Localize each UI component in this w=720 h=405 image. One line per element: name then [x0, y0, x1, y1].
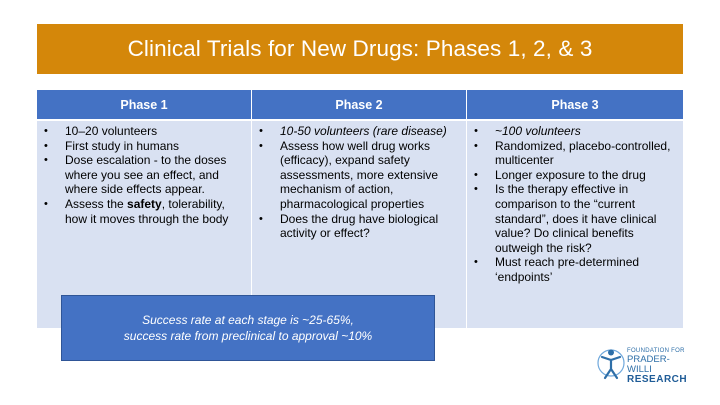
phase-1-header: Phase 1	[37, 90, 252, 119]
success-rate-callout: Success rate at each stage is ~25-65%, s…	[61, 295, 435, 361]
safety-emphasis: safety	[127, 196, 162, 211]
logo-text: FOUNDATION FOR PRADER-WILLI RESEARCH	[627, 348, 688, 385]
callout-line-2: success rate from preclinical to approva…	[123, 329, 373, 343]
callout-line-1: Success rate at each stage is ~25-65%,	[142, 313, 354, 327]
list-item: Does the drug have biological activity o…	[254, 212, 460, 241]
slide-title: Clinical Trials for New Drugs: Phases 1,…	[127, 36, 593, 61]
list-item: 10-50 volunteers (rare disease)	[254, 124, 460, 139]
list-item: Is the therapy effective in comparison t…	[469, 182, 677, 255]
phase-3-cell: ~100 volunteers Randomized, placebo-cont…	[467, 119, 683, 328]
logo-line-2: PRADER-WILLI	[627, 354, 670, 375]
list-item: Longer exposure to the drug	[469, 168, 677, 183]
phase-1-list: 10–20 volunteers First study in humans D…	[39, 124, 245, 226]
fpwr-logo: FOUNDATION FOR PRADER-WILLI RESEARCH	[596, 343, 688, 385]
list-item-text: , tolerability, how it moves through the…	[65, 196, 229, 226]
list-item-text: Assess the	[65, 196, 128, 211]
title-bar: Clinical Trials for New Drugs: Phases 1,…	[37, 24, 683, 74]
list-item: Must reach pre-determined ‘endpoints’	[469, 255, 677, 284]
phase-1-cell: 10–20 volunteers First study in humans D…	[37, 119, 252, 328]
logo-line-1: FOUNDATION FOR	[627, 348, 685, 354]
list-item: Assess how well drug works (efficacy), e…	[254, 139, 460, 212]
phase-3-header: Phase 3	[467, 90, 683, 119]
person-figure-icon	[597, 349, 625, 380]
list-item: 10–20 volunteers	[39, 124, 245, 139]
phase-3-list: ~100 volunteers Randomized, placebo-cont…	[469, 124, 677, 285]
phase-2-list: 10-50 volunteers (rare disease) Assess h…	[254, 124, 460, 241]
list-item: Dose escalation - to the doses where you…	[39, 153, 245, 197]
list-item: Assess the safety, tolerability, how it …	[39, 197, 245, 226]
phase-2-header: Phase 2	[252, 90, 467, 119]
list-item: ~100 volunteers	[469, 124, 677, 139]
list-item: Randomized, placebo-controlled, multicen…	[469, 139, 677, 168]
list-item: First study in humans	[39, 139, 245, 154]
logo-line-3: RESEARCH	[627, 374, 688, 385]
phase-2-cell: 10-50 volunteers (rare disease) Assess h…	[252, 119, 467, 328]
phases-table: Phase 1 Phase 2 Phase 3 10–20 volunteers…	[37, 90, 683, 328]
